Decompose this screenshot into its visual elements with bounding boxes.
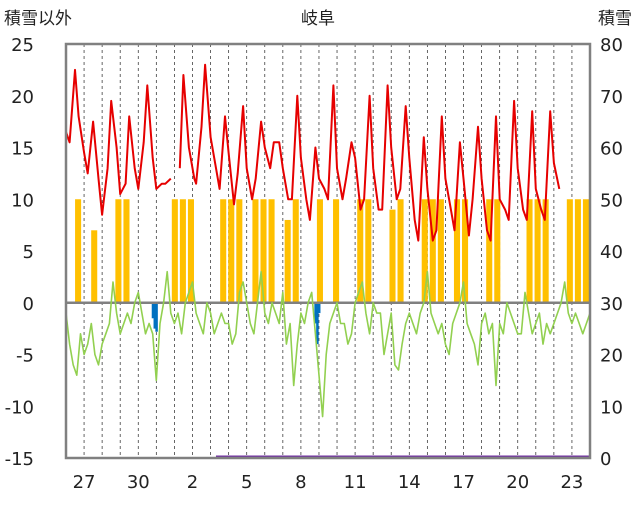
plot-frame [64, 42, 592, 460]
sunshine-bar [333, 199, 340, 303]
right-tick-label: 40 [600, 242, 623, 263]
sunshine-bar [397, 199, 404, 303]
sunshine-bar [574, 199, 581, 303]
temperature-line [65, 63, 561, 242]
sunshine-bar [365, 199, 372, 303]
sunshine-bar [179, 199, 186, 303]
precip-bar [153, 302, 157, 329]
sunshine-bar [566, 199, 573, 303]
left-tick-label: 15 [11, 139, 34, 160]
right-tick-label: 50 [600, 190, 623, 211]
precip-bar [155, 302, 158, 332]
right-axis-label: 積雪 [598, 9, 632, 29]
sunshine-bar [292, 199, 299, 303]
chart-title: 岐阜 [301, 9, 335, 29]
x-tick-label: 27 [73, 472, 96, 493]
x-tick-label: 8 [295, 472, 306, 493]
sunshine-bar [236, 199, 243, 303]
x-tick-label: 20 [506, 472, 529, 493]
sunshine-bar [437, 199, 444, 303]
sunshine-bar [268, 199, 275, 303]
sunshine-bar [252, 199, 259, 303]
sunshine-bar [453, 199, 461, 303]
x-tick-label: 14 [398, 472, 421, 493]
precip-bar [316, 302, 319, 345]
x-tick-label: 2 [187, 472, 198, 493]
right-tick-label: 20 [600, 346, 623, 367]
sunshine-bar [91, 230, 98, 303]
sunshine-bar [260, 199, 267, 303]
right-tick-label: 10 [600, 397, 623, 418]
sunshine-bar [171, 199, 178, 303]
sunshine-bar [357, 199, 364, 303]
sunshine-bar [389, 209, 396, 303]
sunshine-bar [526, 199, 533, 303]
sunshine-bar [494, 199, 501, 303]
bars-layer [75, 199, 589, 345]
left-tick-label: -15 [5, 449, 34, 470]
sunshine-bar [582, 199, 589, 303]
left-tick-label: 10 [11, 190, 34, 211]
x-tick-label: 30 [127, 472, 150, 493]
sunshine-bar [284, 219, 291, 303]
sunshine-bar [429, 199, 436, 303]
precip-bar [314, 302, 317, 324]
sunshine-bar [220, 199, 227, 303]
left-tick-label: -5 [16, 346, 34, 367]
left-tick-label: 20 [11, 87, 34, 108]
sunshine-bar [115, 199, 122, 303]
sunshine-bar [542, 199, 549, 303]
right-tick-label: 0 [600, 449, 611, 470]
sunshine-bar [486, 199, 493, 303]
right-tick-label: 60 [600, 139, 623, 160]
left-axis-label: 積雪以外 [4, 9, 72, 29]
sunshine-bar [316, 199, 323, 303]
precip-bar [317, 302, 321, 314]
left-tick-label: 25 [11, 35, 34, 56]
left-tick-label: -10 [5, 397, 34, 418]
sunshine-bar [534, 199, 541, 303]
left-tick-label: 5 [23, 242, 34, 263]
sunshine-bar [187, 199, 194, 303]
temp-change-line [65, 270, 591, 418]
right-tick-label: 80 [600, 35, 623, 56]
sunshine-bar [462, 199, 469, 303]
right-tick-label: 30 [600, 294, 623, 315]
x-tick-label: 11 [344, 472, 367, 493]
sunshine-bar [421, 199, 428, 303]
sunshine-bar [123, 199, 130, 303]
x-tick-label: 23 [560, 472, 583, 493]
sunshine-bar [228, 199, 235, 303]
precip-bar [151, 302, 155, 319]
sunshine-bar [75, 199, 82, 303]
x-tick-label: 17 [452, 472, 475, 493]
x-tick-label: 5 [241, 472, 252, 493]
right-tick-label: 70 [600, 87, 623, 108]
left-tick-label: 0 [23, 294, 34, 315]
